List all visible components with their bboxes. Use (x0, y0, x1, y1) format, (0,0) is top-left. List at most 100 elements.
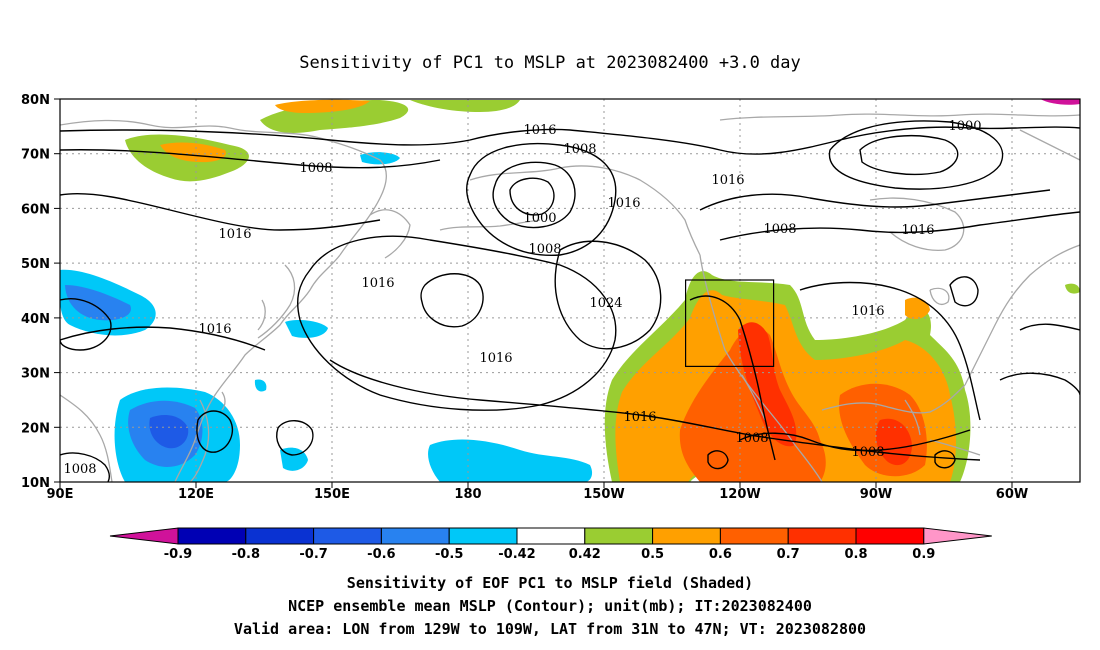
lat-tick-label: 50N (21, 257, 50, 272)
contour-pacific-high-1016 (297, 235, 617, 411)
colorbar-segment (855, 527, 925, 545)
valid-area-box (684, 279, 775, 368)
lon-tick-label: 180 (454, 487, 481, 502)
contour-label: 1008 (851, 445, 884, 460)
coast-greenland (1019, 129, 1080, 161)
contour-bering-low-1000 (492, 161, 576, 229)
contour-tibet-1008 (60, 298, 112, 351)
colorbar-left-extension (109, 527, 179, 545)
colorbar: -0.9 -0.8 -0.7 -0.6 -0.5 -0.42 0.42 0.5 0.6 0.7 0.… (109, 527, 992, 562)
lon-tick-label: 90W (860, 487, 892, 502)
lon-tick-label: 90E (47, 487, 74, 502)
caption-line-1: Sensitivity of EOF PC1 to MSLP field (Sh… (347, 574, 753, 592)
lat-tick-label: 60N (21, 202, 50, 217)
contour-westpac-low2 (276, 420, 314, 456)
contour-na-1016 (719, 211, 1080, 241)
colorbar-label: 0.7 (777, 547, 800, 562)
coast-se-asia (60, 394, 113, 482)
contour-arctic-1016 (60, 126, 1080, 155)
contour-eurasia-1016 (60, 192, 381, 231)
figure-title: Sensitivity of PC1 to MSLP at 2023082400… (299, 53, 801, 73)
contour-label: 1016 (623, 410, 656, 425)
colorbar-label: 0.9 (912, 547, 935, 562)
coast-asia-north (60, 119, 387, 256)
contour-na-low-inner (859, 135, 959, 176)
coast-taiwan (221, 391, 226, 411)
tick-marks (54, 98, 1013, 488)
contour-labels: 1016 1008 1016 1000 1008 1016 1008 1016 … (63, 119, 981, 477)
lon-tick-label: 150E (314, 487, 350, 502)
coast-great-lakes (929, 287, 950, 305)
lat-tick-label: 40N (21, 312, 50, 327)
contour-label: 1016 (479, 351, 512, 366)
lon-tick-label: 120E (178, 487, 214, 502)
shading-arctic-orange (275, 99, 370, 113)
contour-small-se (934, 450, 956, 469)
colorbar-segment (448, 527, 518, 545)
contour-label: 1016 (198, 322, 231, 337)
contour-na-low-1000 (828, 120, 1004, 190)
lat-tick-label: 80N (21, 93, 50, 108)
coast-aleutians (439, 219, 541, 231)
colorbar-label: 0.8 (844, 547, 867, 562)
contour-westpac-low (196, 410, 234, 453)
shading-tibet-blue (65, 285, 131, 321)
contour-far-east2 (999, 372, 1080, 396)
colorbar-segment (787, 527, 857, 545)
lon-tick-label: 60W (996, 487, 1028, 502)
contour-label: 1008 (563, 142, 596, 157)
contour-atlantic-high (949, 276, 979, 307)
contour-far-east (1019, 323, 1080, 331)
colorbar-segment (380, 527, 450, 545)
shading-sw-orange (905, 297, 930, 320)
coast-arctic-canada (719, 113, 1080, 121)
latitude-labels: 80N 70N 60N 50N 40N 30N 20N 10N (21, 93, 50, 491)
shading-small-cyan1 (254, 379, 267, 392)
mslp-contours (60, 120, 1080, 482)
colorbar-label: -0.6 (367, 547, 395, 562)
shading-arctic-topright (410, 100, 520, 112)
contour-label: 1016 (218, 227, 251, 242)
lat-tick-label: 30N (21, 367, 50, 382)
contour-label: 1008 (528, 242, 561, 257)
coast-baja (741, 374, 766, 421)
shading-topleft-purple (1040, 99, 1080, 105)
colorbar-label: -0.42 (498, 547, 535, 562)
coast-gulf (821, 384, 966, 414)
contour-label: 1016 (711, 173, 744, 188)
plot-frame (59, 98, 1081, 483)
coast-japan (257, 264, 296, 339)
shading-mexico-red (738, 322, 797, 447)
contour-small-gulf (707, 450, 729, 470)
contour-label: 1024 (589, 296, 622, 311)
colorbar-segment (313, 527, 382, 545)
contour-labels-extra: 1016 1016 (851, 223, 934, 319)
contour-label: 1008 (735, 431, 768, 446)
colorbar-segment (584, 527, 654, 545)
coast-kamchatka (369, 209, 411, 259)
contour-sw-us-1008 (689, 295, 776, 461)
coast-philippines (189, 399, 210, 482)
contour-pacific-high-1024 (554, 240, 662, 350)
contour-label: 1016 (523, 123, 556, 138)
colorbar-label: 0.5 (641, 547, 664, 562)
coast-alaska (469, 165, 701, 256)
colorbar-label: 0.6 (709, 547, 732, 562)
shading-siberia-green2 (1065, 283, 1080, 294)
colorbar-segment (652, 527, 721, 545)
contour-bering-low-inner (509, 177, 555, 216)
coast-florida (904, 399, 921, 436)
colorbar-segment (245, 527, 315, 545)
contour-bering-low-1008 (466, 142, 617, 257)
shading-pacific-cyan (428, 439, 593, 482)
contour-label: 1008 (763, 222, 796, 237)
lat-tick-label: 20N (21, 421, 50, 436)
colorbar-label: 0.42 (569, 547, 601, 562)
contour-mexico-1008 (739, 429, 971, 452)
contour-label: 1016 (607, 196, 640, 211)
lat-tick-label: 10N (21, 476, 50, 491)
coast-hudson (869, 197, 965, 251)
contour-label: 1000 (948, 119, 981, 134)
colorbar-segment (177, 527, 247, 545)
